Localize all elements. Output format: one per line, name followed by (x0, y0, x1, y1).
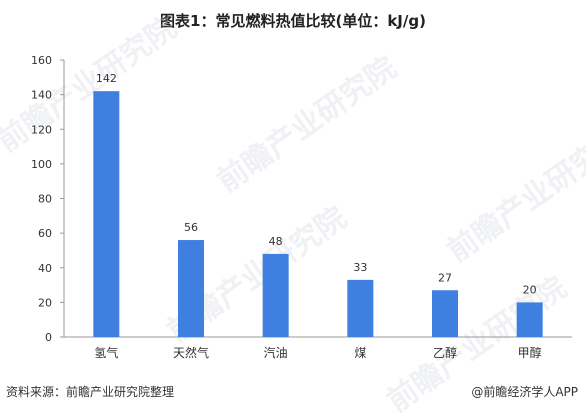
data-label: 142 (96, 72, 117, 85)
y-tick-label: 120 (31, 123, 52, 136)
data-label: 27 (438, 271, 452, 284)
bar (516, 302, 543, 337)
x-tick-label: 乙醇 (433, 345, 457, 360)
data-label: 20 (523, 283, 537, 296)
x-tick-label: 天然气 (173, 345, 209, 360)
data-label: 48 (269, 235, 283, 248)
y-tick-label: 160 (31, 54, 52, 67)
y-tick-label: 60 (38, 227, 52, 240)
bar (93, 91, 120, 337)
chart-title: 图表1：常见燃料热值比较(单位：kJ/g) (160, 12, 426, 30)
y-tick-label: 0 (45, 331, 52, 344)
source-note: 资料来源：前瞻产业研究院整理 (6, 385, 175, 399)
y-tick-label: 100 (31, 158, 52, 171)
bar (432, 290, 458, 337)
bar (347, 279, 374, 337)
y-tick-label: 140 (31, 89, 52, 102)
x-tick-label: 汽油 (264, 345, 288, 360)
x-tick-label: 甲醇 (518, 345, 542, 360)
x-tick-label: 煤 (354, 346, 366, 360)
data-label: 33 (353, 261, 367, 274)
bar (178, 240, 204, 337)
x-tick-label: 氢气 (94, 345, 118, 360)
brand-credit: @前瞻经济学人APP (471, 385, 578, 399)
y-tick-label: 80 (38, 193, 52, 206)
data-label: 56 (184, 221, 198, 234)
bar (262, 253, 289, 337)
y-tick-label: 40 (38, 262, 52, 275)
y-tick-label: 20 (38, 296, 52, 309)
